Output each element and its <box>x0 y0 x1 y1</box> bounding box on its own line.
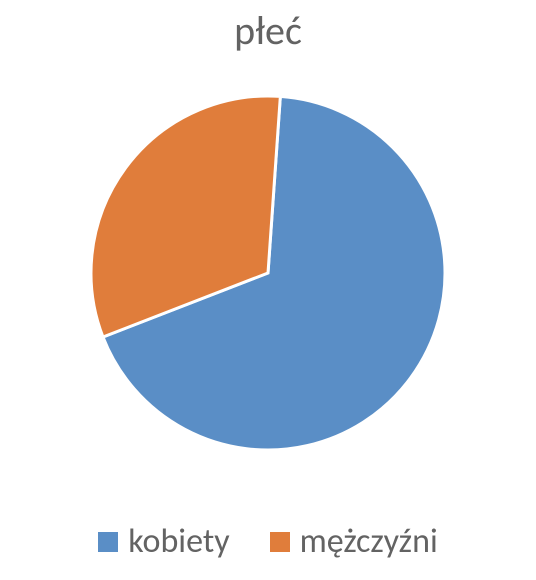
legend-swatch-mezczyzni <box>270 532 290 552</box>
chart-title: płeć <box>0 6 536 55</box>
gender-pie-chart: płeć kobiety mężczyźni <box>0 0 536 580</box>
pie-svg <box>91 96 445 450</box>
legend-swatch-kobiety <box>98 532 118 552</box>
legend-item-kobiety: kobiety <box>98 521 229 562</box>
legend-label-kobiety: kobiety <box>128 521 229 562</box>
legend: kobiety mężczyźni <box>0 521 536 562</box>
pie-area <box>0 96 536 450</box>
legend-item-mezczyzni: mężczyźni <box>270 521 438 562</box>
legend-label-mezczyzni: mężczyźni <box>300 521 438 562</box>
